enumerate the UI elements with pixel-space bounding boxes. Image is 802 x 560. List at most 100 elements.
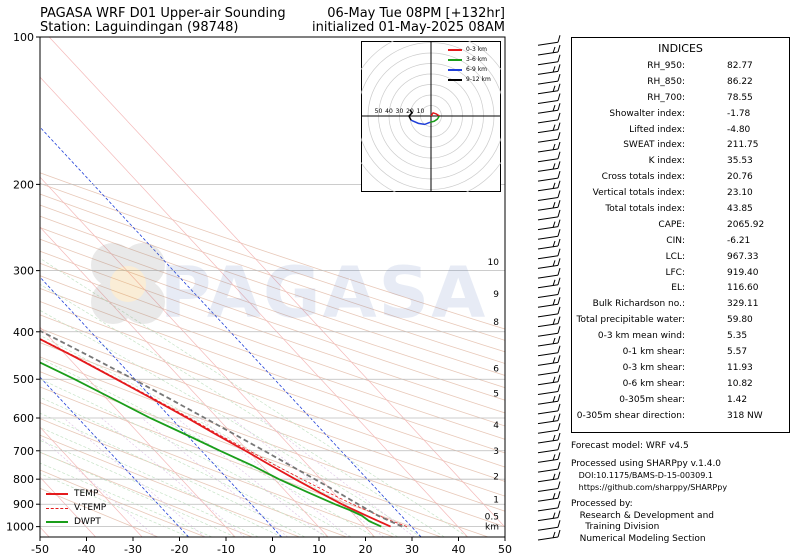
x-tick-label: 0 bbox=[269, 543, 276, 556]
index-name: 0-6 km shear: bbox=[622, 378, 685, 389]
chart-legend: TEMP V.TEMP DWPT bbox=[46, 487, 106, 529]
hodograph-ring-label: 50 bbox=[375, 108, 383, 115]
x-tick-label: -50 bbox=[31, 543, 49, 556]
isotherm bbox=[40, 326, 236, 537]
index-value: 116.60 bbox=[727, 283, 759, 294]
wind-barb bbox=[537, 423, 561, 434]
wind-barb bbox=[537, 209, 561, 221]
index-row: Cross totals index: 20.76 bbox=[572, 172, 789, 188]
x-tick-label: 20 bbox=[359, 543, 373, 556]
height-label: 4 bbox=[493, 421, 499, 431]
index-name: Total precipitable water: bbox=[576, 315, 685, 326]
index-value: 318 NW bbox=[727, 410, 763, 421]
dry-adiabat bbox=[40, 386, 442, 537]
wind-barb bbox=[537, 529, 561, 541]
index-row: LFC: 919.40 bbox=[572, 268, 789, 284]
index-row: CAPE: 2065.92 bbox=[572, 220, 789, 236]
series-dwpt bbox=[40, 361, 382, 528]
y-tick-label: 200 bbox=[13, 178, 34, 191]
wind-barb bbox=[537, 442, 561, 454]
dry-adiabat bbox=[40, 172, 505, 330]
wind-barb bbox=[537, 267, 561, 279]
index-row: 0-3 km mean wind: 5.35 bbox=[572, 331, 789, 347]
index-row: RH_950: 82.77 bbox=[572, 61, 789, 77]
mixing-ratio-line bbox=[40, 436, 157, 537]
wind-barb bbox=[537, 112, 561, 124]
height-label: 3 bbox=[493, 447, 499, 457]
moist-adiabat bbox=[40, 427, 282, 537]
height-label: 6 bbox=[493, 364, 499, 374]
init-time: initialized 01-May-2025 08AM bbox=[311, 20, 505, 35]
height-label: 1 bbox=[493, 495, 499, 505]
hodograph-ring-label: 40 bbox=[385, 108, 393, 115]
wind-barb bbox=[537, 335, 561, 347]
wind-barb bbox=[537, 432, 561, 444]
index-row: 0-305m shear direction: 318 NW bbox=[572, 411, 789, 427]
wind-barb bbox=[537, 481, 561, 492]
wind-barb bbox=[537, 132, 561, 143]
height-label: 8 bbox=[493, 318, 499, 328]
dry-adiabat bbox=[40, 193, 505, 353]
dry-adiabat bbox=[40, 227, 505, 389]
isotherm bbox=[40, 76, 468, 537]
dry-adiabat bbox=[40, 342, 505, 512]
mixing-ratio-line bbox=[63, 417, 205, 537]
wind-barb bbox=[537, 491, 561, 502]
index-name: Vertical totals index: bbox=[592, 188, 685, 199]
wind-barb bbox=[537, 103, 561, 114]
x-tick-label: -20 bbox=[171, 543, 189, 556]
mixing-ratio-line bbox=[231, 417, 384, 537]
isotherm bbox=[40, 276, 282, 537]
height-label: 5 bbox=[493, 390, 499, 400]
dry-adiabat bbox=[40, 487, 159, 537]
indices-panel: INDICES RH_950: 82.77 RH_850: 86.22 RH_700: 7… bbox=[571, 37, 790, 433]
index-row: 0-6 km shear: 10.82 bbox=[572, 379, 789, 395]
hodograph-legend: 0-3 km 3-6 km 6-9 km 9-12 km bbox=[448, 45, 491, 85]
wind-barb bbox=[537, 364, 561, 376]
index-name: LCL: bbox=[665, 251, 685, 262]
index-value: 43.85 bbox=[727, 204, 753, 215]
moist-adiabat bbox=[40, 396, 329, 537]
wind-barb bbox=[537, 355, 561, 366]
wind-barb bbox=[537, 297, 561, 308]
index-value: 86.22 bbox=[727, 76, 753, 87]
legend-vtemp: V.TEMP bbox=[46, 501, 106, 515]
x-tick-label: 30 bbox=[405, 543, 419, 556]
wind-barb bbox=[537, 122, 561, 134]
dry-adiabat bbox=[40, 328, 505, 497]
index-name: SWEAT index: bbox=[623, 140, 685, 151]
y-tick-label: 700 bbox=[13, 445, 34, 458]
index-name: 0-3 km mean wind: bbox=[597, 331, 685, 342]
mixing-ratio-line bbox=[141, 417, 288, 537]
isotherm bbox=[40, 426, 143, 537]
info-url: https://github.com/sharppy/SHARPpy bbox=[571, 482, 728, 492]
index-name: 0-305m shear: bbox=[619, 394, 685, 405]
moist-adiabat bbox=[40, 451, 236, 537]
wind-barb bbox=[537, 374, 561, 386]
dry-adiabat bbox=[40, 182, 505, 341]
index-row: SWEAT index: 211.75 bbox=[572, 140, 789, 156]
series-temp bbox=[40, 338, 391, 528]
wind-barb bbox=[537, 316, 561, 328]
wind-barb bbox=[537, 238, 561, 250]
dry-adiabat bbox=[40, 418, 347, 537]
index-name: LFC: bbox=[665, 267, 685, 278]
y-tick-label: 100 bbox=[13, 31, 34, 44]
wind-barb bbox=[537, 151, 561, 163]
wind-barb bbox=[537, 413, 561, 425]
index-row: K index: 35.53 bbox=[572, 156, 789, 172]
wind-barb bbox=[537, 141, 561, 153]
index-name: EL: bbox=[671, 283, 685, 294]
height-label: 0.5 bbox=[485, 512, 499, 522]
legend-dwpt: DWPT bbox=[46, 515, 106, 529]
index-value: 11.93 bbox=[727, 362, 753, 373]
isotherm bbox=[40, 526, 50, 537]
index-value: 23.10 bbox=[727, 188, 753, 199]
moist-adiabat bbox=[40, 257, 468, 537]
wind-barb bbox=[537, 64, 561, 75]
x-tick-label: -30 bbox=[124, 543, 142, 556]
wind-barb bbox=[537, 510, 561, 522]
index-value: -1.78 bbox=[727, 108, 751, 119]
info-model: Forecast model: WRF v4.5 bbox=[571, 441, 689, 451]
wind-barb bbox=[537, 452, 561, 463]
